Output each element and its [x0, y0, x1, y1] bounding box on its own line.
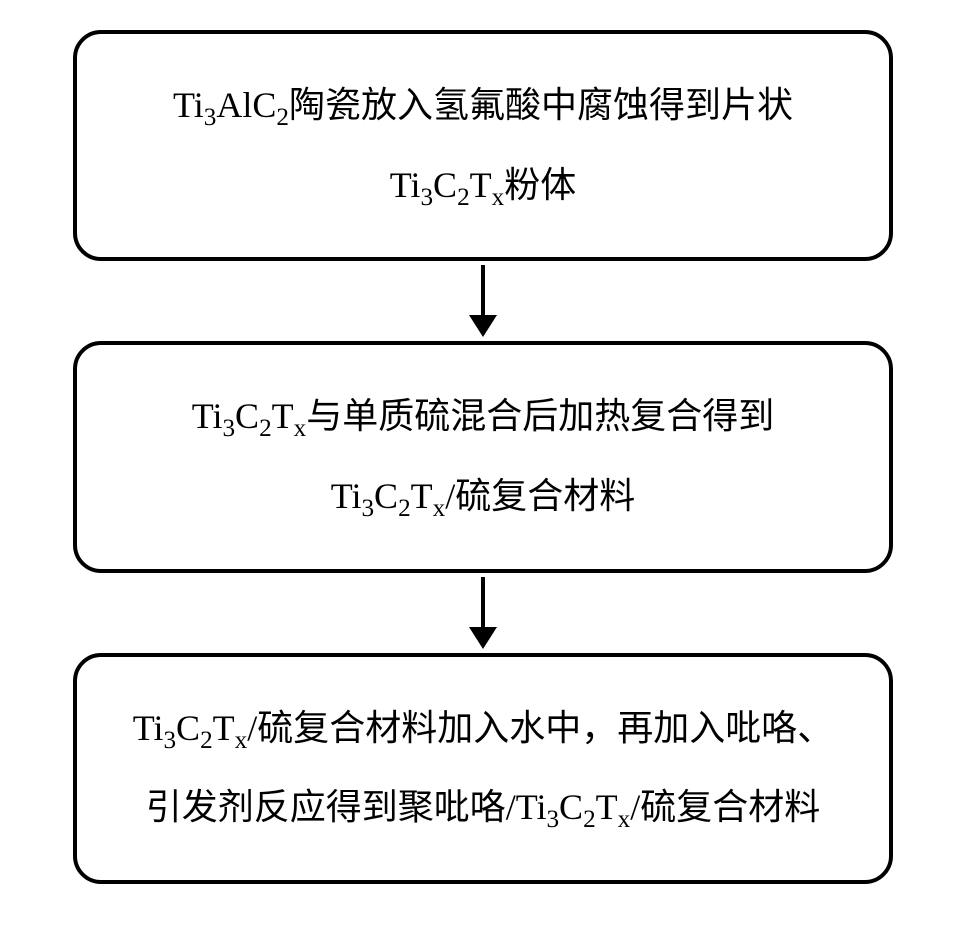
flowchart-step-2: Ti3C2Tx与单质硫混合后加热复合得到 Ti3C2Tx/硫复合材料 — [73, 341, 893, 572]
arrow-head-icon — [469, 627, 497, 649]
step-3-text: Ti3C2Tx/硫复合材料加入水中，再加入吡咯、 引发剂反应得到聚吡咯/Ti3C… — [133, 689, 834, 848]
flowchart-step-1: Ti3AlC2陶瓷放入氢氟酸中腐蚀得到片状 Ti3C2Tx粉体 — [73, 30, 893, 261]
arrow-line — [481, 265, 485, 315]
step-2-text: Ti3C2Tx与单质硫混合后加热复合得到 Ti3C2Tx/硫复合材料 — [192, 377, 775, 536]
text-line-2: 引发剂反应得到聚吡咯/Ti3C2Tx/硫复合材料 — [146, 787, 821, 827]
text-line-1: Ti3C2Tx与单质硫混合后加热复合得到 — [192, 396, 775, 436]
step-1-text: Ti3AlC2陶瓷放入氢氟酸中腐蚀得到片状 Ti3C2Tx粉体 — [173, 66, 793, 225]
arrow-line — [481, 577, 485, 627]
flowchart-step-3: Ti3C2Tx/硫复合材料加入水中，再加入吡咯、 引发剂反应得到聚吡咯/Ti3C… — [73, 653, 893, 884]
arrow-1 — [469, 265, 497, 337]
text-line-1: Ti3C2Tx/硫复合材料加入水中，再加入吡咯、 — [133, 708, 834, 748]
text-line-2: Ti3C2Tx/硫复合材料 — [331, 476, 636, 516]
arrow-2 — [469, 577, 497, 649]
text-line-2: Ti3C2Tx粉体 — [390, 165, 577, 205]
text-line-1: Ti3AlC2陶瓷放入氢氟酸中腐蚀得到片状 — [173, 85, 793, 125]
arrow-head-icon — [469, 315, 497, 337]
